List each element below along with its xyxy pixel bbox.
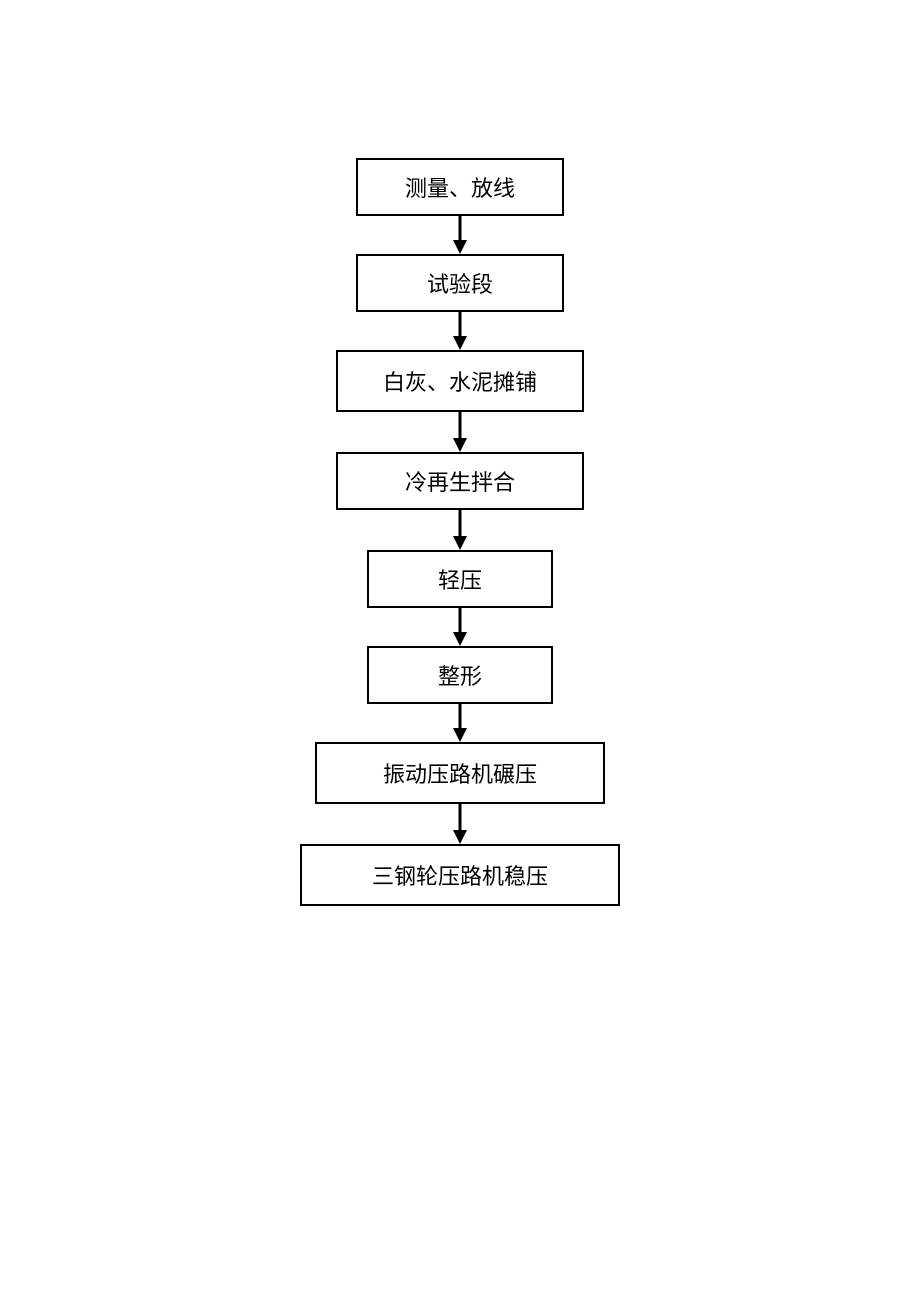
flow-node-n1: 测量、放线: [356, 158, 564, 216]
flowchart-container: 测量、放线试验段白灰、水泥摊铺冷再生拌合轻压整形振动压路机碾压三钢轮压路机稳压: [0, 0, 920, 1303]
arrow-shaft: [459, 312, 462, 336]
arrow-head-icon: [453, 728, 467, 742]
arrow-shaft: [459, 704, 462, 728]
arrow-shaft: [459, 216, 462, 240]
arrow-shaft: [459, 608, 462, 632]
flow-node-label: 试验段: [427, 267, 493, 299]
arrow-head-icon: [453, 830, 467, 844]
arrow-shaft: [459, 510, 462, 536]
flow-node-label: 测量、放线: [405, 171, 515, 203]
flow-node-n8: 三钢轮压路机稳压: [300, 844, 620, 906]
flow-node-n4: 冷再生拌合: [336, 452, 584, 510]
flow-node-label: 轻压: [438, 563, 482, 595]
flow-node-label: 白灰、水泥摊铺: [383, 365, 537, 397]
flow-node-label: 三钢轮压路机稳压: [372, 859, 548, 891]
flow-node-label: 冷再生拌合: [405, 465, 515, 497]
arrow-head-icon: [453, 336, 467, 350]
flow-node-n5: 轻压: [367, 550, 553, 608]
arrow-head-icon: [453, 240, 467, 254]
arrow-shaft: [459, 804, 462, 830]
flow-node-n2: 试验段: [356, 254, 564, 312]
flow-node-n6: 整形: [367, 646, 553, 704]
arrow-head-icon: [453, 438, 467, 452]
flow-node-n7: 振动压路机碾压: [315, 742, 605, 804]
flow-node-label: 整形: [438, 659, 482, 691]
arrow-shaft: [459, 412, 462, 438]
arrow-head-icon: [453, 632, 467, 646]
flow-node-n3: 白灰、水泥摊铺: [336, 350, 584, 412]
arrow-head-icon: [453, 536, 467, 550]
flow-node-label: 振动压路机碾压: [383, 757, 537, 789]
